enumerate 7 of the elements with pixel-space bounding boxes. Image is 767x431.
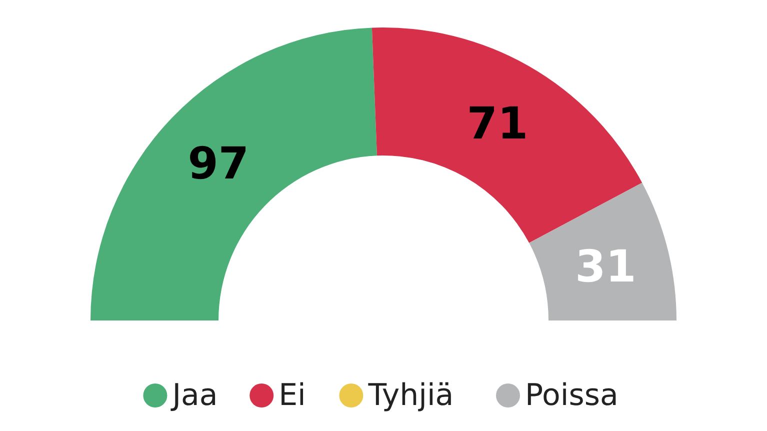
data-label: 71 bbox=[466, 98, 528, 150]
legend-label: Ei bbox=[278, 378, 306, 413]
data-label: 31 bbox=[575, 242, 636, 293]
legend-label: Poissa bbox=[525, 378, 618, 413]
legend-label: Tyhjiä bbox=[367, 378, 454, 413]
legend-label: Jaa bbox=[170, 378, 218, 413]
data-label: 97 bbox=[188, 138, 250, 190]
